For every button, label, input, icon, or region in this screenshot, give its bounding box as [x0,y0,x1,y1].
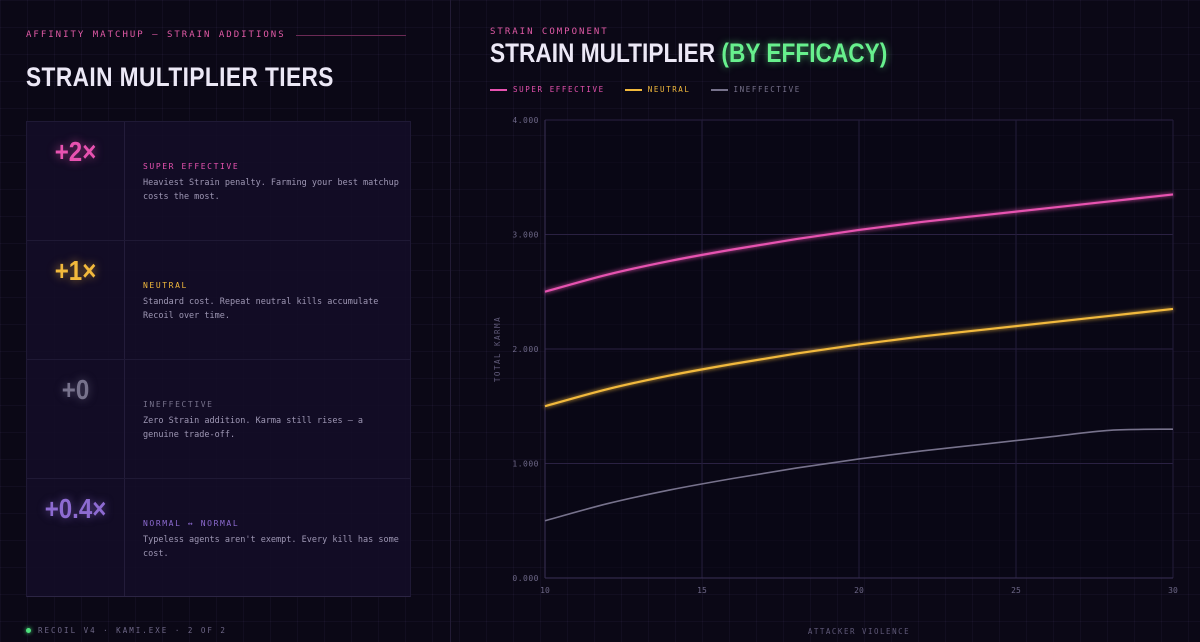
tier-label: SUPER EFFECTIVE [143,162,240,171]
tier-list: +2× SUPER EFFECTIVE Heaviest Strain pena… [26,121,411,597]
tier-description: Typeless agents aren't exempt. Every kil… [143,535,399,559]
footer-text: RECOIL V4 · KAMI.EXE · 2 OF 2 [38,626,227,635]
legend-label: NEUTRAL [647,85,691,94]
legend-item-neutral: NEUTRAL [624,85,691,94]
footer: RECOIL V4 · KAMI.EXE · 2 OF 2 [26,626,227,635]
tier-description: Heaviest Strain penalty. Farming your be… [143,178,399,202]
chart-kicker: STRAIN COMPONENT [490,27,609,37]
legend-label: SUPER EFFECTIVE [513,85,605,94]
tier-multiplier: +0.4× [44,493,107,524]
legend-swatch [710,88,728,91]
series-line-neutral [544,307,1174,408]
tier-neutral: +1× NEUTRAL Standard cost. Repeat neutra… [26,240,411,360]
y-tick-label: 4.000 [512,116,539,125]
tier-column-divider [124,241,125,359]
left-kicker-text: AFFINITY MATCHUP — STRAIN ADDITIONS [26,30,286,40]
tier-multiplier: +1× [54,255,97,286]
tier-super-effective: +2× SUPER EFFECTIVE Heaviest Strain pena… [26,121,411,241]
tier-column-divider [124,122,125,240]
legend-swatch [490,88,507,91]
legend-swatch [624,88,642,91]
tier-description: Zero Strain addition. Karma still rises … [143,416,364,440]
legend-item-ineffective: INEFFECTIVE [710,85,801,94]
panel-divider [450,0,451,642]
status-dot-icon [26,628,31,633]
legend-item-super-effective: SUPER EFFECTIVE [490,85,605,94]
series-line-ineffective [544,428,1174,522]
chart-title-accent: (BY EFFICACY) [721,38,888,68]
kicker-rule [295,34,406,36]
x-tick-label: 25 [1011,586,1021,595]
y-axis-title: TOTAL KARMA [493,316,502,382]
x-axis-title: ATTACKER VIOLENCE [808,627,910,636]
series-line-super-effective [544,193,1174,293]
x-tick-label: 15 [697,586,707,595]
x-tick-label: 30 [1168,586,1178,595]
tier-multiplier: +0 [61,374,90,405]
tier-label: INEFFECTIVE [143,400,214,409]
tier-column-divider [124,360,125,478]
legend-label: INEFFECTIVE [733,85,801,94]
left-title: STRAIN MULTIPLIER TIERS [26,62,334,92]
chart-legend: SUPER EFFECTIVE NEUTRAL INEFFECTIVE [490,85,821,94]
tier-ineffective: +0 INEFFECTIVE Zero Strain addition. Kar… [26,359,411,479]
x-tick-label: 20 [854,586,864,595]
karma-line-chart: 0.000 1.000 2.000 3.000 4.000 10 15 20 25 30 TOTAL… [493,116,1178,636]
tier-multiplier: +2× [54,136,97,167]
tier-label: NEUTRAL [143,281,188,290]
x-tick-label: 10 [540,586,550,595]
y-tick-label: 3.000 [512,231,539,240]
tier-description: Standard cost. Repeat neutral kills accu… [143,297,379,321]
tier-column-divider [124,479,125,596]
left-kicker: AFFINITY MATCHUP — STRAIN ADDITIONS [26,30,406,40]
y-tick-label: 1.000 [512,460,539,469]
chart-title-main: STRAIN MULTIPLIER [490,38,716,68]
y-tick-label: 0.000 [512,574,539,583]
tier-normal-normal: +0.4× NORMAL ↔ NORMAL Typeless agents ar… [26,478,411,597]
tier-label: NORMAL ↔ NORMAL [143,519,240,528]
y-tick-label: 2.000 [512,345,539,354]
chart-title: STRAIN MULTIPLIER (BY EFFICACY) [490,38,887,69]
